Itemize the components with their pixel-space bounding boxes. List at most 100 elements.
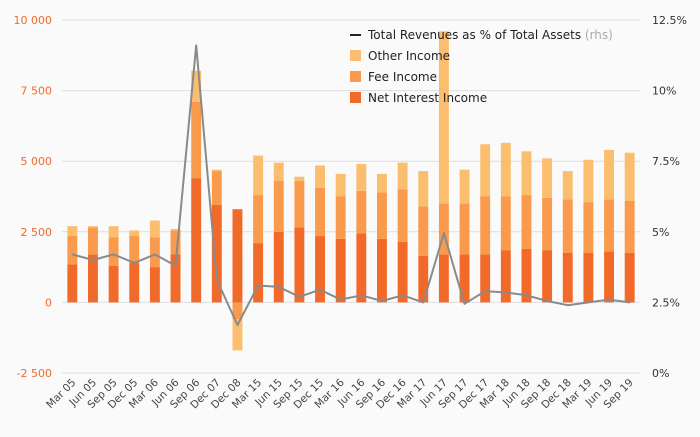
bar-segment (500, 196, 511, 251)
y-right-tick-label: 0% (652, 367, 669, 380)
ratio-line-point (401, 294, 404, 297)
bar-segment (480, 196, 491, 255)
bar-segment (129, 262, 140, 303)
bar-segment (273, 162, 284, 181)
ratio-line-point (339, 298, 342, 301)
ratio-line-point (257, 284, 259, 287)
bar-segment (335, 173, 346, 197)
bar-segment (67, 264, 78, 303)
bar-segment (315, 236, 325, 303)
ratio-line-point (484, 290, 486, 292)
bar-segment (438, 31, 449, 204)
ratio-line-path (72, 44, 630, 326)
bar-segment (377, 238, 387, 303)
bar-segment (211, 169, 222, 172)
bar-segment (418, 171, 429, 207)
bar-segment (232, 319, 243, 351)
bar-segment (191, 101, 202, 179)
bar-segment (253, 243, 264, 303)
y-left-tick-label: 5 000 (21, 155, 53, 168)
bar-segment (418, 255, 429, 303)
ratio-line-point (525, 294, 528, 297)
bar-segment (273, 231, 284, 303)
legend-label: Total Revenues as % of Total Assets (rhs… (367, 28, 613, 42)
y-left-tick-label: -2 500 (17, 367, 52, 380)
ratio-line-point (566, 304, 569, 307)
ratio-line-point (277, 286, 280, 288)
legend-swatch (350, 71, 361, 82)
bar-segment (521, 195, 532, 249)
bar-segment (459, 254, 470, 303)
y-left-tick-label: 0 (45, 296, 52, 309)
bar-segment (253, 155, 264, 196)
bar-segment (232, 209, 243, 303)
y-left-tick-label: 7 500 (21, 85, 53, 98)
bar-segment (583, 159, 594, 203)
bar-segment (294, 227, 305, 303)
bar-segment (397, 162, 408, 190)
bar-segment (315, 188, 325, 237)
bar-segment (521, 151, 532, 196)
y-right-tick-label: 2.5% (652, 296, 680, 309)
ratio-line-point (587, 301, 590, 304)
ratio-line-point (92, 259, 94, 261)
bar-segment (211, 171, 222, 205)
bar-segment (459, 169, 470, 204)
bar-segment (356, 190, 367, 234)
bar-segment (108, 265, 119, 303)
legend-label: Other Income (368, 49, 450, 63)
legend-swatch (350, 92, 361, 103)
bar-segment (604, 251, 614, 303)
ratio-line-point (505, 291, 507, 294)
bar-segment (397, 189, 408, 242)
bar-segment (521, 248, 532, 303)
y-right-tick-label: 10% (652, 85, 676, 98)
y-right-tick-label: 12.5% (652, 14, 687, 27)
ratio-line-point (112, 253, 115, 256)
bar-segment (356, 164, 367, 191)
ratio-line-point (608, 298, 610, 301)
bar-segment (191, 178, 202, 303)
bar-segment (542, 158, 553, 198)
ratio-line-point (216, 279, 218, 281)
ratio-line-point (133, 262, 136, 264)
bar-segment (129, 236, 140, 263)
legend-label: Net Interest Income (368, 91, 487, 105)
bar-segment (418, 206, 429, 256)
bar-segment (500, 142, 511, 197)
bar-segment (211, 204, 222, 303)
bar-segment (542, 250, 553, 303)
bar-segment (294, 176, 305, 181)
bars (67, 31, 635, 351)
y-left-tick-label: 2 500 (21, 226, 53, 239)
ratio-line-point (463, 303, 466, 305)
y-right-tick-label: 7.5% (652, 155, 680, 168)
bar-segment (624, 200, 635, 253)
bar-segment (542, 197, 553, 251)
y-right-tick-label: 5% (652, 226, 669, 239)
bar-segment (500, 250, 511, 303)
bar-segment (191, 70, 202, 102)
ratio-line-point (298, 295, 301, 298)
ratio-line-point (319, 288, 321, 291)
bar-segment (459, 203, 470, 255)
bar-segment (356, 233, 367, 303)
ratio-line-point (195, 44, 197, 47)
bar-segment (438, 203, 449, 255)
bar-segment (480, 144, 491, 197)
bar-segment (149, 267, 160, 303)
bar-segment (149, 220, 160, 238)
bar-segment (562, 252, 573, 303)
bar-segment (583, 252, 594, 303)
bar-segment (315, 165, 325, 189)
bar-segment (129, 230, 140, 237)
bar-segment (67, 226, 78, 237)
y-left-tick-label: 10 000 (14, 14, 53, 27)
ratio-line-point (71, 253, 74, 256)
ratio-line-point (360, 294, 363, 297)
bar-segment (377, 173, 387, 193)
bar-segment (624, 152, 635, 201)
bar-segment (88, 254, 98, 303)
